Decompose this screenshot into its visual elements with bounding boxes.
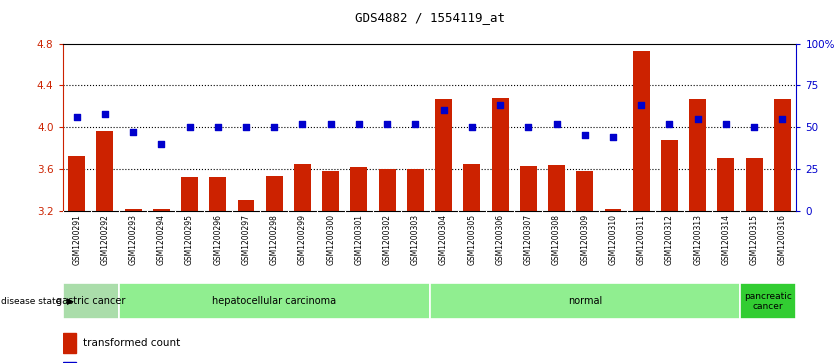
Point (296, 121, 309, 127)
Bar (430, 283, 740, 319)
Bar (633, 51, 650, 211)
Bar (97, 131, 113, 211)
Point (268, 124, 281, 130)
Point (380, 121, 394, 127)
Point (776, 116, 789, 122)
Text: GSM1200313: GSM1200313 (693, 214, 702, 265)
Bar (209, 177, 226, 211)
Point (127, 129, 140, 135)
Bar (63, 333, 76, 353)
Point (719, 121, 732, 127)
Point (409, 121, 422, 127)
Point (494, 102, 507, 108)
Bar (294, 164, 311, 211)
Text: GSM1200312: GSM1200312 (665, 214, 674, 265)
Text: disease state  ▶: disease state ▶ (1, 297, 73, 306)
Point (70, 114, 83, 120)
Text: GSM1200296: GSM1200296 (214, 214, 223, 265)
Point (239, 124, 253, 130)
Point (324, 121, 338, 127)
Bar (407, 169, 424, 211)
Bar (520, 166, 537, 211)
Bar (238, 200, 254, 211)
Text: GSM1200314: GSM1200314 (721, 214, 731, 265)
Text: GSM1200315: GSM1200315 (750, 214, 759, 265)
Text: gastric cancer: gastric cancer (56, 296, 125, 306)
Bar (266, 176, 283, 211)
Text: GSM1200306: GSM1200306 (495, 214, 505, 265)
Text: GSM1200298: GSM1200298 (269, 214, 279, 265)
Point (437, 107, 450, 113)
Bar (491, 98, 509, 211)
Point (211, 124, 224, 130)
Point (154, 141, 168, 147)
Bar (548, 165, 565, 211)
Bar (464, 164, 480, 211)
Point (606, 134, 620, 140)
Point (747, 124, 761, 130)
Text: GSM1200305: GSM1200305 (467, 214, 476, 265)
Text: GSM1200300: GSM1200300 (326, 214, 335, 265)
Bar (322, 171, 339, 211)
Bar (689, 99, 706, 211)
Text: GSM1200302: GSM1200302 (383, 214, 392, 265)
Text: GSM1200293: GSM1200293 (128, 214, 138, 265)
Text: GSM1200297: GSM1200297 (242, 214, 250, 265)
Bar (661, 140, 678, 211)
Text: pancreatic
cancer: pancreatic cancer (744, 291, 792, 311)
Point (521, 124, 535, 130)
Text: GSM1200304: GSM1200304 (440, 214, 448, 265)
Text: GSM1200295: GSM1200295 (185, 214, 194, 265)
Bar (576, 171, 593, 211)
Bar (740, 283, 796, 319)
Text: GSM1200303: GSM1200303 (411, 214, 420, 265)
Bar (717, 158, 735, 211)
Point (635, 102, 648, 108)
Bar (124, 209, 142, 211)
Bar (119, 283, 430, 319)
Text: normal: normal (568, 296, 602, 306)
Text: GSM1200294: GSM1200294 (157, 214, 166, 265)
Text: hepatocellular carcinoma: hepatocellular carcinoma (212, 296, 336, 306)
Text: GSM1200299: GSM1200299 (298, 214, 307, 265)
Text: GSM1200292: GSM1200292 (100, 214, 109, 265)
Text: GSM1200301: GSM1200301 (354, 214, 364, 265)
Point (663, 121, 676, 127)
Point (352, 121, 365, 127)
Text: GSM1200310: GSM1200310 (609, 214, 617, 265)
Bar (435, 99, 452, 211)
Point (98, 111, 112, 117)
Text: GDS4882 / 1554119_at: GDS4882 / 1554119_at (354, 11, 505, 24)
Bar (605, 209, 621, 211)
Bar (63, 283, 119, 319)
Text: GSM1200307: GSM1200307 (524, 214, 533, 265)
Bar (181, 177, 198, 211)
Point (578, 132, 591, 138)
Text: GSM1200291: GSM1200291 (73, 214, 81, 265)
Point (550, 121, 563, 127)
Bar (746, 158, 762, 211)
Text: GSM1200309: GSM1200309 (580, 214, 590, 265)
Bar (63, 362, 76, 363)
Text: GSM1200311: GSM1200311 (636, 214, 646, 265)
Bar (350, 167, 368, 211)
Bar (68, 156, 85, 211)
Text: GSM1200308: GSM1200308 (552, 214, 561, 265)
Point (691, 116, 705, 122)
Bar (379, 169, 395, 211)
Text: GSM1200316: GSM1200316 (778, 214, 786, 265)
Bar (153, 209, 170, 211)
Text: transformed count: transformed count (83, 338, 180, 348)
Point (183, 124, 196, 130)
Point (465, 124, 479, 130)
Bar (774, 99, 791, 211)
